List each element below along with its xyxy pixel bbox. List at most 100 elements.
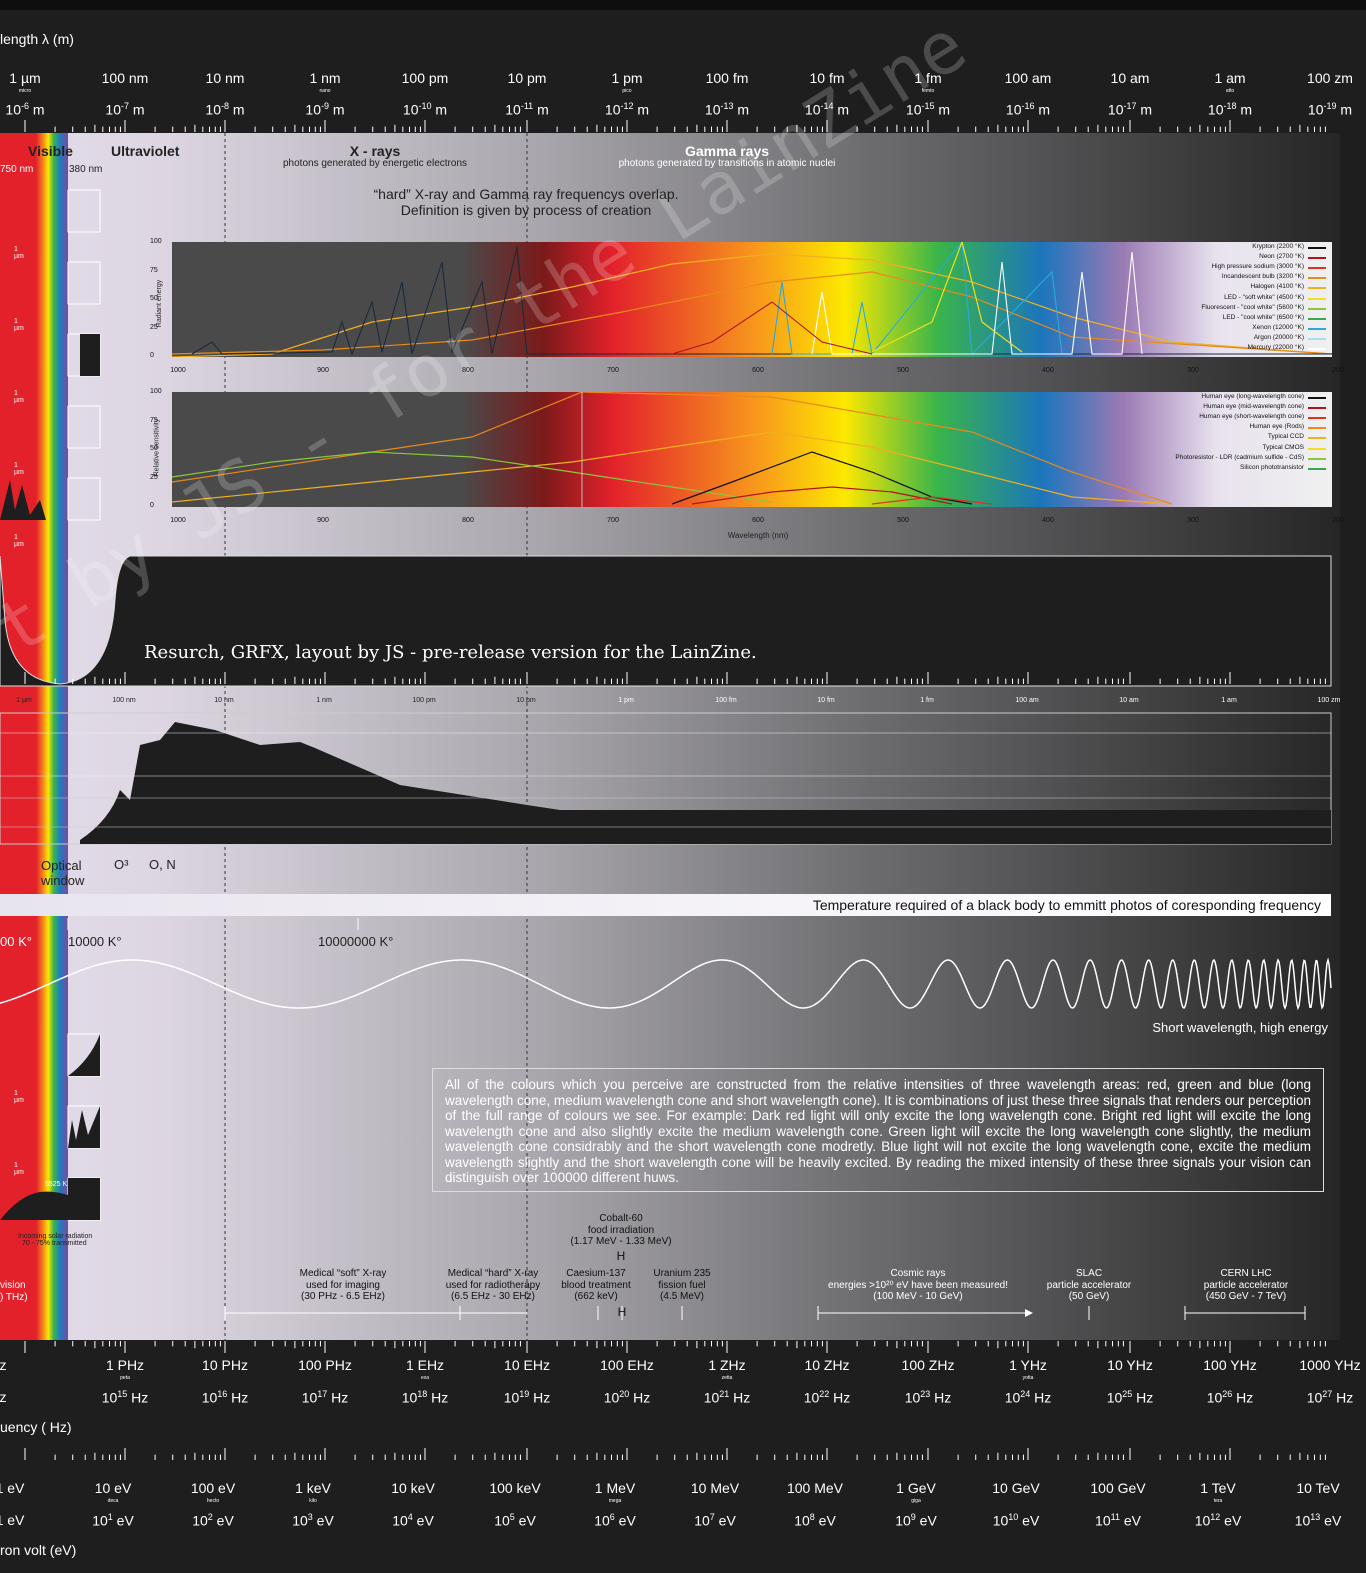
- energy-name: 10 TeV: [1296, 1480, 1340, 1496]
- legend-entry: Human eye (long-wavelength cone): [1000, 393, 1328, 403]
- frequency-name: 10 YHz: [1107, 1357, 1153, 1373]
- overlap-note-2: Definition is given by process of creati…: [400, 202, 652, 218]
- side-um-label: 1 µm: [14, 534, 24, 548]
- frequency-prefix: zetta: [721, 1375, 733, 1381]
- legend-swatch: [1308, 297, 1326, 300]
- wavelength-power: 10-16 m: [1005, 101, 1051, 118]
- legend-swatch: [1308, 427, 1326, 430]
- wavelength-power: 10-19 m: [1307, 101, 1353, 118]
- wavelength-power: 10-8 m: [205, 101, 245, 118]
- frequency-power: z: [0, 1389, 7, 1405]
- legend-label: Mercury (22000 °K): [1247, 344, 1304, 351]
- energy-power: 104 eV: [392, 1512, 434, 1529]
- legend-swatch: [1308, 467, 1326, 470]
- chart-xtick: 200: [1332, 517, 1344, 524]
- legend-label: Argon (20000 °K): [1253, 333, 1304, 341]
- chart-ytick: 100: [150, 238, 162, 245]
- legend-swatch: [1308, 277, 1326, 280]
- mid-scale-label: 10 am: [1119, 697, 1139, 704]
- legend-label: Human eye (Rods): [1249, 423, 1304, 431]
- gamma-sublabel: photons generated by transitions in atom…: [618, 158, 836, 169]
- on-label: O, N: [149, 857, 176, 872]
- frequency-prefix: peta: [120, 1375, 130, 1381]
- wavelength-name: 100 zm: [1307, 70, 1353, 86]
- frequency-power: 1018 Hz: [401, 1389, 449, 1406]
- mid-scale-label: 1 µm: [16, 697, 32, 704]
- app-soft-xray: used for imaging: [306, 1279, 380, 1291]
- energy-name: 10 keV: [391, 1480, 435, 1496]
- legend-entry: Typical CCD: [1000, 433, 1328, 443]
- mid-scale-label: 1 nm: [316, 697, 332, 704]
- frequency-prefix: exa: [420, 1375, 430, 1381]
- mid-scale-label: 100 nm: [112, 697, 136, 704]
- legend-swatch: [1308, 287, 1326, 290]
- app-lhc: particle accelerator: [1203, 1279, 1289, 1291]
- mid-scale-label: 100 pm: [412, 697, 436, 704]
- chart-xtick: 800: [462, 517, 474, 524]
- mid-scale-label: 10 fm: [817, 697, 835, 704]
- energy-power: 101 eV: [92, 1512, 134, 1529]
- label-750nm: 750 nm: [0, 164, 34, 175]
- legend-label: Krypton (2200 °K): [1252, 243, 1304, 250]
- legend-entry: LED - "soft white" (4500 °K): [1000, 294, 1328, 304]
- mid-scale-label: 10 pm: [516, 697, 536, 704]
- legend-entry: LED - "cool white" (6500 °K): [1000, 314, 1328, 324]
- app-cosmic-rays: energies >10²⁰ eV have been measured!: [828, 1279, 1008, 1291]
- energy-axis-title: ron volt (eV): [0, 1542, 77, 1558]
- frequency-name: 1 EHz: [405, 1357, 445, 1373]
- app-uranium: Uranium 235: [653, 1268, 711, 1279]
- energy-prefix: kilo: [309, 1498, 317, 1504]
- energy-prefix: giga: [911, 1498, 921, 1504]
- wavelength-name: 100 nm: [101, 70, 149, 86]
- credit-text: Resurch, GRFX, layout by JS - pre-releas…: [144, 642, 757, 663]
- app-slac: particle accelerator: [1046, 1279, 1132, 1291]
- energy-power: 107 eV: [694, 1512, 736, 1529]
- energy-name: 100 eV: [190, 1480, 236, 1496]
- wave-caption: Short wavelength, high energy: [1152, 1020, 1328, 1035]
- energy-name: 10 MeV: [690, 1480, 740, 1496]
- app-caesium: (662 keV): [574, 1291, 618, 1302]
- app-cosmic-rays: (100 MeV - 10 GeV): [873, 1291, 963, 1302]
- side-um-label: 1 µm: [14, 318, 24, 332]
- frequency-name: 100 ZHz: [901, 1357, 955, 1373]
- temp-1: 00 K°: [0, 934, 32, 949]
- side-solar-2: 70 - 75% transmitted: [22, 1240, 87, 1247]
- frequency-name: 1 YHz: [1009, 1357, 1047, 1373]
- app-hard-xray: (6.5 EHz - 30 EHz): [451, 1291, 535, 1302]
- legend-label: Human eye (short-wavelength cone): [1199, 413, 1304, 421]
- chart-xtick: 1000: [170, 517, 186, 524]
- mid-scale-label: 100 zm: [1317, 697, 1341, 704]
- app-hard-xray: Medical “hard” X-ray: [447, 1268, 539, 1279]
- side-solar-1: Incoming solar radiation: [18, 1233, 93, 1240]
- wavelength-name: 10 am: [1110, 70, 1150, 86]
- chart-xtick: 400: [1042, 367, 1054, 374]
- frequency-name: 10 PHz: [202, 1357, 248, 1373]
- legend-entry: Fluorescent - "cool white" (5600 °K): [1000, 304, 1328, 314]
- energy-name: 1 MeV: [594, 1480, 636, 1496]
- sensor-sensitivity-chart: [172, 392, 1173, 507]
- legend-swatch: [1308, 327, 1326, 330]
- energy-power: 1 eV: [0, 1512, 25, 1528]
- energy-prefix: tera: [1213, 1498, 1223, 1504]
- window-word: window: [41, 873, 85, 888]
- chart-ytick: 75: [150, 266, 158, 274]
- legend-entry: Incandescent bulb (3200 °K): [1000, 273, 1328, 283]
- chart-xtick: 200: [1332, 367, 1344, 374]
- energy-name: 100 MeV: [786, 1480, 844, 1496]
- wavelength-name: 1 µm: [9, 70, 41, 86]
- energy-prefix: mega: [608, 1498, 622, 1504]
- app-cobalt: (1.17 MeV - 1.33 MeV): [570, 1236, 672, 1247]
- chart-xtick: 1000: [170, 367, 186, 374]
- frequency-name: z: [0, 1357, 7, 1373]
- legend-swatch: [1308, 447, 1326, 450]
- energy-power: 1013 eV: [1294, 1512, 1342, 1529]
- legend-label: Human eye (long-wavelength cone): [1201, 393, 1304, 400]
- legend-entry: Xenon (12000 °K): [1000, 324, 1328, 334]
- chart-xtick: 900: [317, 367, 329, 374]
- wavelength-power: 10-11 m: [505, 101, 549, 118]
- energy-power: 1011 eV: [1095, 1512, 1141, 1529]
- energy-name: 100 keV: [489, 1480, 541, 1496]
- legend-entry: Mercury (22000 °K): [1000, 344, 1328, 354]
- wave-line: [0, 957, 1332, 1011]
